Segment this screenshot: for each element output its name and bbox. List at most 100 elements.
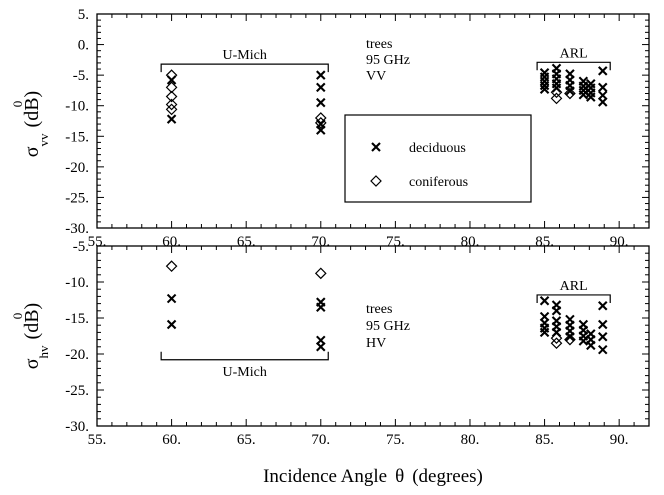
x-tick-label: 65. (237, 432, 256, 448)
point-deciduous (316, 82, 326, 93)
annotation-hv-line-2: 95 GHz (366, 319, 410, 334)
point-coniferous (314, 112, 327, 124)
point-deciduous (166, 114, 177, 124)
y-axis-label-hv: σhv(dB) (21, 303, 51, 369)
legend-label-coniferous: coniferous (409, 175, 468, 190)
bracket-arl (536, 294, 611, 303)
data-points-vv (165, 63, 608, 135)
point-deciduous (565, 86, 575, 96)
ticks-vv (96, 13, 650, 229)
bracket-label-arl: ARL (560, 279, 588, 294)
plot-frame-hv (96, 245, 650, 427)
point-deciduous (598, 344, 608, 355)
panel-hv: 55. 60. 65. 70. 75. 80. 85. 90. -5. -10. -15. -20.… (10, 239, 650, 487)
panel-vv: 55. 60. 65. 70. 75. 80. 85. 90. 5. 0. -5. -10. -15.… (10, 7, 650, 250)
legend-diamond-marker-icon (370, 175, 382, 187)
x-tick-label: 75. (386, 432, 405, 448)
annotation-vv-line-2: 95 GHz (366, 53, 410, 68)
point-deciduous (539, 327, 550, 338)
bracket-u-mich (160, 63, 329, 73)
point-deciduous (166, 293, 177, 304)
point-deciduous (316, 97, 326, 108)
y-tick-label: -5. (73, 239, 89, 255)
y-tick-label: -20. (65, 160, 89, 176)
y-axis-label-hv-superscript: 0 (10, 313, 25, 320)
point-deciduous (316, 302, 326, 312)
point-deciduous (598, 66, 608, 76)
point-deciduous (598, 97, 608, 107)
point-coniferous (165, 103, 178, 116)
point-deciduous (539, 84, 550, 94)
brackets-hv: U-Mich ARL (160, 279, 611, 380)
point-coniferous (165, 260, 178, 273)
x-tick-labels-vv: 55. 60. 65. 70. 75. 80. 85. 90. (88, 234, 629, 250)
legend-x-marker (371, 142, 381, 152)
point-deciduous (598, 82, 608, 93)
annotation-hv-line-3: HV (366, 336, 386, 351)
legend-label-deciduous: deciduous (409, 141, 466, 156)
legend-x-marker-icon (371, 142, 381, 152)
bracket-label-u-mich: U-Mich (223, 48, 267, 63)
point-coniferous (314, 116, 327, 129)
y-tick-label: -15. (65, 311, 89, 327)
x-tick-label: 55. (88, 432, 107, 448)
bracket-label-arl: ARL (560, 46, 588, 61)
point-coniferous (165, 98, 178, 111)
y-tick-label: -10. (65, 99, 89, 115)
point-deciduous (551, 306, 562, 316)
legend-diamond-marker (370, 175, 382, 187)
annotation-vv-line-3: VV (366, 69, 386, 84)
point-deciduous (598, 319, 608, 330)
y-tick-label: -25. (65, 190, 89, 206)
brackets-vv: U-Mich ARL (160, 46, 611, 73)
x-tick-label: 90. (610, 432, 629, 448)
point-coniferous (550, 92, 563, 105)
point-deciduous (565, 331, 575, 342)
legend: deciduous coniferous (344, 114, 532, 203)
y-axis-label-vv: σvv(dB) (21, 91, 51, 157)
annotation-hv-line-1: trees (366, 302, 392, 317)
y-tick-label: -5. (73, 68, 89, 84)
x-tick-label: 70. (311, 432, 330, 448)
point-coniferous (314, 267, 327, 280)
point-deciduous (598, 301, 608, 311)
point-deciduous (598, 331, 608, 342)
plot-frame-vv (96, 13, 650, 229)
y-tick-label: -30. (65, 419, 89, 435)
y-axis-label-vv-superscript: 0 (10, 101, 25, 108)
point-coniferous (165, 69, 178, 81)
x-axis-label: Incidence Angle θ (degrees) (263, 466, 483, 487)
bracket-arl (536, 61, 611, 71)
point-coniferous (165, 90, 178, 103)
y-tick-label: 5. (78, 7, 89, 23)
point-deciduous (316, 342, 326, 352)
y-tick-labels-hv: -5. -10. -15. -20. -25. -30. (65, 239, 89, 435)
y-tick-labels-vv: 5. 0. -5. -10. -15. -20. -25. -30. (65, 7, 89, 237)
y-tick-label: -20. (65, 347, 89, 363)
data-points-hv (165, 260, 608, 355)
x-tick-label: 85. (535, 432, 554, 448)
ticks-hv (96, 245, 650, 427)
point-deciduous (316, 70, 326, 80)
x-tick-labels-hv: 55. 60. 65. 70. 75. 80. 85. 90. (88, 432, 629, 448)
point-deciduous (316, 125, 326, 135)
point-coniferous (550, 337, 563, 350)
y-tick-label: -15. (65, 129, 89, 145)
legend-box (344, 114, 532, 203)
y-tick-label: -30. (65, 221, 89, 237)
point-deciduous (586, 340, 596, 351)
point-deciduous (539, 295, 550, 306)
point-deciduous (539, 80, 550, 91)
y-tick-label: -25. (65, 383, 89, 399)
point-coniferous (564, 333, 576, 346)
x-tick-label: 80. (461, 432, 480, 448)
point-deciduous (166, 319, 177, 330)
point-deciduous (578, 336, 589, 346)
point-coniferous (550, 332, 563, 345)
point-coniferous (550, 86, 563, 99)
y-tick-label: 0. (78, 38, 89, 54)
annotation-vv-line-1: trees (366, 37, 392, 52)
bracket-label-u-mich: U-Mich (223, 365, 267, 380)
x-tick-label: 60. (162, 432, 181, 448)
point-coniferous (564, 87, 576, 100)
